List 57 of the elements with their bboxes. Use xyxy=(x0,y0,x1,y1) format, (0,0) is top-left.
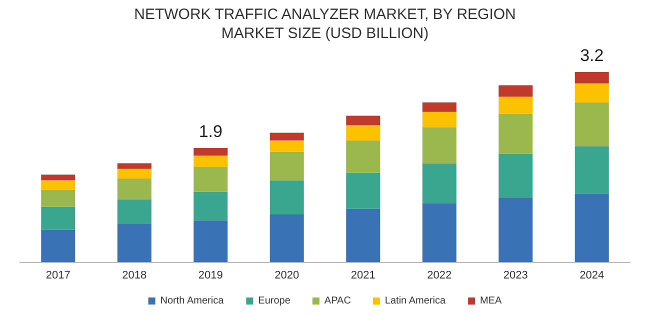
bar xyxy=(270,140,304,152)
bar xyxy=(270,132,304,140)
chart-subtitle: MARKET SIZE (USD BILLION) xyxy=(221,25,429,42)
bar xyxy=(574,146,609,194)
x-tick-label: 2021 xyxy=(350,270,376,282)
annotation: 1.9 xyxy=(198,122,222,141)
bar xyxy=(117,163,152,169)
bar xyxy=(117,168,152,178)
bar xyxy=(270,152,304,180)
bar xyxy=(422,127,456,164)
bar xyxy=(498,197,533,262)
bar xyxy=(41,174,76,180)
bar xyxy=(41,230,76,262)
x-tick-label: 2020 xyxy=(274,270,300,282)
bar xyxy=(346,116,380,126)
legend-label: North America xyxy=(160,296,224,306)
bar xyxy=(574,83,609,102)
bar xyxy=(346,125,380,140)
legend-label: Latin America xyxy=(384,296,446,306)
x-tick-label: 2022 xyxy=(427,270,452,282)
legend-label: Europe xyxy=(258,296,291,306)
x-tick-label: 2019 xyxy=(198,270,223,282)
bar xyxy=(117,199,152,224)
legend-label: APAC xyxy=(324,296,351,306)
bar xyxy=(498,96,533,114)
bar xyxy=(422,163,456,204)
bar xyxy=(117,224,152,262)
bar xyxy=(194,220,228,262)
bar xyxy=(346,140,380,173)
bar xyxy=(498,85,533,97)
bar xyxy=(498,114,533,154)
bar xyxy=(194,156,228,167)
bar xyxy=(422,203,456,262)
x-tick-label: 2018 xyxy=(122,270,147,282)
bar xyxy=(194,148,228,156)
bar xyxy=(41,190,76,207)
x-tick-label: 2023 xyxy=(503,270,528,282)
bar xyxy=(117,178,152,200)
bar xyxy=(422,102,456,112)
bar xyxy=(270,214,304,262)
chart-title: NETWORK TRAFFIC ANALYZER MARKET, BY REGION xyxy=(134,6,516,23)
bar xyxy=(41,206,76,230)
bar xyxy=(41,180,76,190)
bar xyxy=(270,180,304,214)
bar xyxy=(422,112,456,128)
bar xyxy=(194,192,228,220)
x-tick-label: 2024 xyxy=(580,270,604,282)
bar xyxy=(574,102,609,146)
bar xyxy=(574,72,609,84)
bar xyxy=(346,172,380,209)
legend-label: MEA xyxy=(480,296,502,306)
bar xyxy=(498,154,533,198)
x-tick-label: 2017 xyxy=(46,270,70,282)
bar xyxy=(574,194,609,262)
bar xyxy=(346,208,380,262)
bar xyxy=(194,167,228,192)
annotation: 3.2 xyxy=(580,46,604,65)
